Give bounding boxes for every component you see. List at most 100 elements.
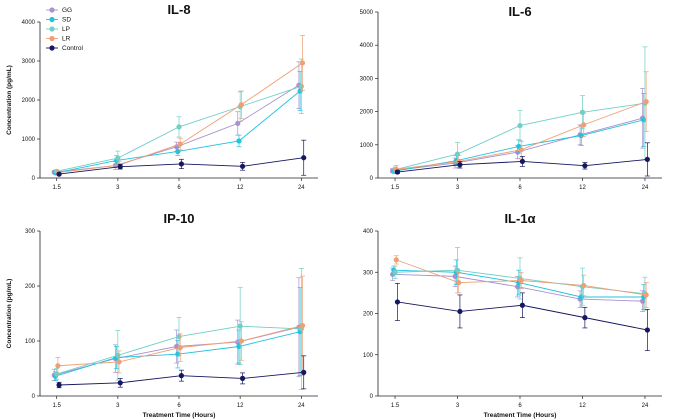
data-point [235, 120, 241, 126]
series-line [55, 90, 301, 174]
legend: GG SD LP LR Control [46, 7, 84, 52]
data-point [519, 158, 526, 164]
data-point [578, 294, 584, 300]
data-point [582, 163, 588, 169]
data-point [178, 161, 184, 167]
data-point [456, 279, 462, 286]
legend-marker [49, 35, 55, 42]
x-tick-label: 3 [116, 185, 120, 191]
x-tick-label: 24 [642, 403, 649, 409]
x-tick-label: 3 [456, 185, 460, 191]
data-point [236, 343, 242, 350]
legend-marker [49, 7, 55, 13]
legend-marker [49, 26, 55, 32]
data-point [644, 156, 650, 163]
y-tick-label: 0 [370, 176, 374, 182]
data-point [236, 138, 242, 144]
y-tick-label: 3000 [22, 59, 36, 65]
data-point [299, 323, 306, 329]
data-point [299, 60, 306, 66]
series-line [57, 62, 303, 173]
series-lr [393, 255, 649, 308]
data-point [117, 164, 123, 170]
chart-panel-il6: IL-6 0 1000 2000 3000 4000 5000 1.5 3 6 12 24 [360, 4, 662, 191]
series-control [56, 139, 307, 177]
data-point [301, 155, 307, 161]
data-point [177, 141, 183, 147]
y-tick-label: 300 [363, 270, 374, 276]
data-point [176, 334, 182, 340]
legend-label: GG [62, 7, 72, 14]
y-tick-label: 3000 [360, 76, 374, 82]
data-point [454, 267, 461, 273]
data-point [116, 359, 122, 365]
series-lp [392, 46, 648, 173]
data-point [237, 323, 243, 329]
x-tick-label: 12 [579, 403, 586, 409]
series-lp [54, 58, 304, 174]
x-tick-label: 3 [116, 403, 120, 409]
x-tick-label: 24 [298, 403, 305, 409]
data-point [643, 99, 649, 105]
series-gg [51, 61, 302, 175]
data-point [392, 269, 398, 275]
data-point [115, 155, 121, 161]
y-tick-label: 0 [32, 176, 36, 182]
x-tick-label: 12 [579, 185, 586, 191]
series-gg [390, 88, 646, 174]
y-tick-label: 4000 [360, 43, 374, 49]
data-point [393, 257, 399, 263]
data-point [177, 345, 183, 351]
data-point [581, 122, 587, 128]
series-line [54, 84, 300, 173]
data-point [301, 369, 307, 375]
data-point [581, 282, 587, 289]
legend-marker [49, 16, 55, 23]
data-point [394, 169, 401, 175]
x-tick-label: 12 [237, 185, 244, 191]
data-point [643, 292, 649, 298]
y-axis-label: Concentration (pg/mL) [6, 65, 13, 135]
data-point [517, 122, 523, 129]
data-point [394, 299, 401, 305]
chart-title: IL-6 [508, 4, 531, 19]
series-lr [393, 71, 649, 174]
data-point [178, 373, 184, 379]
x-tick-label: 24 [642, 185, 649, 191]
y-tick-label: 0 [370, 394, 374, 400]
y-tick-label: 1000 [360, 143, 374, 149]
data-point [238, 102, 244, 108]
data-point [297, 88, 303, 94]
chart-title: IL-8 [167, 2, 190, 17]
series-gg [51, 277, 302, 381]
chart-panel-il1a: IL-1α 0 100 200 300 400 1.5 3 6 12 24 Treatment Tim… [363, 211, 662, 419]
x-tick-label: 1.5 [53, 403, 62, 409]
data-point [298, 83, 304, 89]
data-point [518, 147, 524, 153]
x-tick-label: 6 [518, 185, 522, 191]
y-tick-label: 5000 [360, 10, 374, 16]
y-tick-label: 4000 [22, 20, 36, 26]
x-tick-label: 1.5 [53, 185, 62, 191]
data-point [519, 302, 526, 308]
data-point [56, 171, 62, 177]
x-axis-label: Treatment Time (Hours) [484, 412, 557, 419]
series-control [394, 283, 650, 351]
y-tick-label: 200 [363, 312, 374, 318]
data-point [238, 338, 244, 344]
x-tick-label: 1.5 [391, 403, 400, 409]
y-tick-label: 400 [363, 229, 374, 235]
legend-marker [49, 45, 55, 51]
y-tick-label: 0 [32, 394, 36, 400]
chart-title: IP-10 [163, 211, 194, 226]
series-sd [52, 71, 303, 176]
x-tick-label: 6 [177, 185, 181, 191]
data-point [457, 162, 463, 168]
data-point [582, 315, 588, 321]
data-point [239, 163, 246, 169]
data-point [176, 124, 182, 130]
chart-panel-il8: IL-8 0 1000 2000 3000 4000 1.5 3 6 12 24 Concentrat… [6, 2, 318, 191]
data-point [115, 352, 121, 358]
data-point [644, 327, 650, 333]
